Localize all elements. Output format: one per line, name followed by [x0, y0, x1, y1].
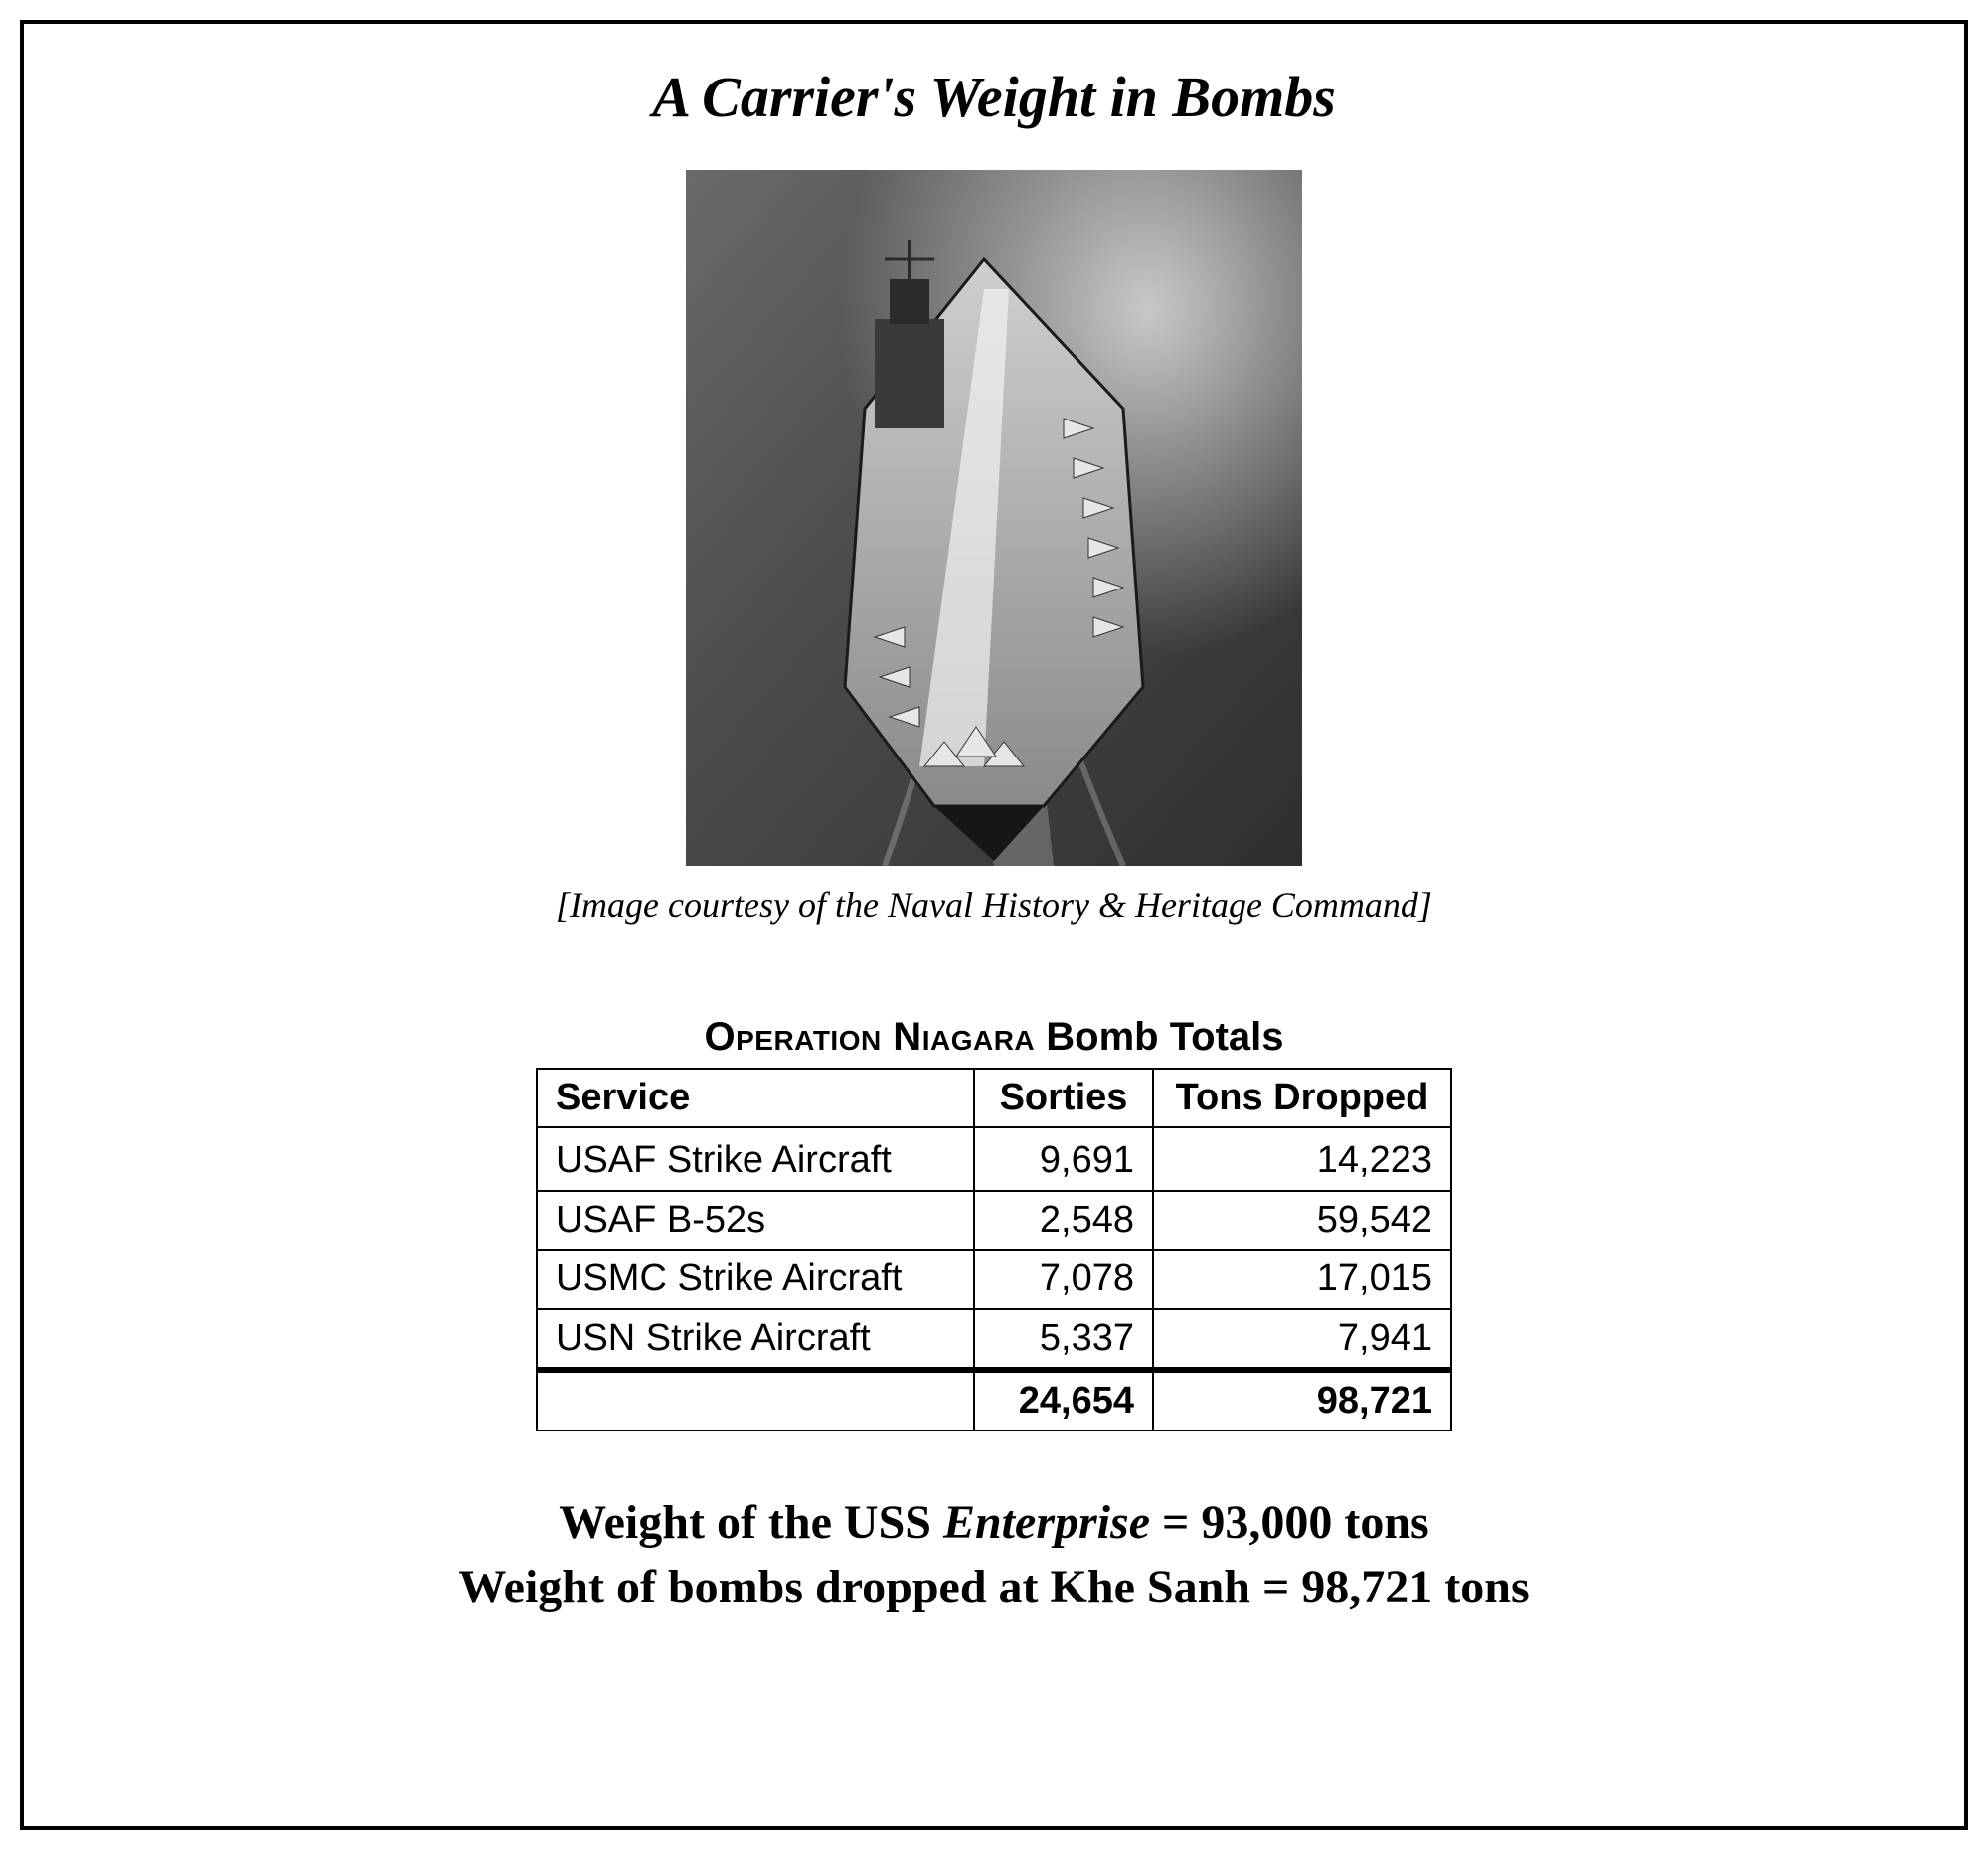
table-row: USN Strike Aircraft 5,337 7,941 — [537, 1309, 1451, 1370]
cell-tons: 7,941 — [1153, 1309, 1451, 1370]
col-service: Service — [537, 1069, 974, 1127]
table-row: USAF Strike Aircraft 9,691 14,223 — [537, 1127, 1451, 1190]
col-tons: Tons Dropped — [1153, 1069, 1451, 1127]
cell-sorties: 9,691 — [974, 1127, 1153, 1190]
carrier-photo — [686, 170, 1302, 866]
table-title-smallcaps: Operation Niagara — [704, 1015, 1035, 1059]
summary-line1-ital: Enterprise — [943, 1496, 1150, 1549]
cell-service: USAF Strike Aircraft — [537, 1127, 974, 1190]
image-caption: [Image courtesy of the Naval History & H… — [556, 884, 1432, 925]
cell-sorties: 24,654 — [974, 1370, 1153, 1430]
table-title-rest: Bomb Totals — [1035, 1015, 1283, 1059]
image-block: [Image courtesy of the Naval History & H… — [556, 170, 1432, 925]
table-title: Operation Niagara Bomb Totals — [704, 1015, 1283, 1060]
cell-service: USN Strike Aircraft — [537, 1309, 974, 1370]
page-title: A Carrier's Weight in Bombs — [652, 64, 1336, 130]
summary-line-1: Weight of the USS Enterprise = 93,000 to… — [458, 1491, 1529, 1556]
cell-tons: 14,223 — [1153, 1127, 1451, 1190]
summary-line1-pre: Weight of the USS — [559, 1496, 943, 1549]
document-frame: A Carrier's Weight in Bombs — [20, 20, 1968, 1830]
table-row: USMC Strike Aircraft 7,078 17,015 — [537, 1250, 1451, 1308]
summary-line-2: Weight of bombs dropped at Khe Sanh = 98… — [458, 1556, 1529, 1620]
cell-tons: 59,542 — [1153, 1191, 1451, 1250]
summary-line1-post: = 93,000 tons — [1150, 1496, 1429, 1549]
cell-tons: 98,721 — [1153, 1370, 1451, 1430]
table-total-row: 24,654 98,721 — [537, 1370, 1451, 1430]
cell-service: USAF B-52s — [537, 1191, 974, 1250]
table-header-row: Service Sorties Tons Dropped — [537, 1069, 1451, 1127]
summary-block: Weight of the USS Enterprise = 93,000 to… — [458, 1491, 1529, 1620]
cell-sorties: 2,548 — [974, 1191, 1153, 1250]
cell-service: USMC Strike Aircraft — [537, 1250, 974, 1308]
table-row: USAF B-52s 2,548 59,542 — [537, 1191, 1451, 1250]
cell-service — [537, 1370, 974, 1430]
table-block: Operation Niagara Bomb Totals Service So… — [536, 1015, 1452, 1431]
cell-sorties: 7,078 — [974, 1250, 1153, 1308]
bomb-totals-table: Service Sorties Tons Dropped USAF Strike… — [536, 1068, 1452, 1431]
cell-tons: 17,015 — [1153, 1250, 1451, 1308]
cell-sorties: 5,337 — [974, 1309, 1153, 1370]
col-sorties: Sorties — [974, 1069, 1153, 1127]
